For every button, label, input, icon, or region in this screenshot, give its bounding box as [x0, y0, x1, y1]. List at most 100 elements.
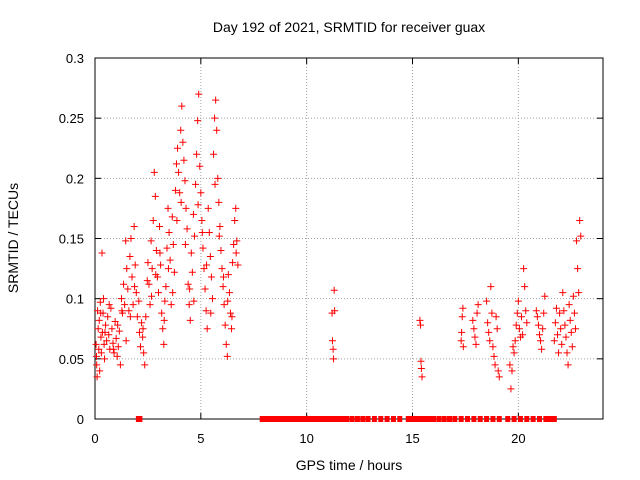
data-point — [156, 249, 164, 257]
zero-point — [505, 416, 511, 422]
data-point — [149, 216, 157, 224]
data-point — [234, 261, 242, 269]
data-point — [533, 313, 541, 321]
data-point — [147, 237, 155, 245]
data-point — [469, 316, 477, 324]
data-point — [232, 204, 240, 212]
data-point — [564, 361, 572, 369]
data-point — [509, 343, 517, 351]
data-point — [157, 261, 165, 269]
data-point — [219, 283, 227, 291]
data-point — [568, 343, 576, 351]
plot-frame — [94, 57, 604, 420]
zero-point — [327, 416, 333, 422]
data-point — [510, 349, 518, 357]
data-point — [113, 352, 121, 360]
data-point — [202, 307, 210, 315]
zero-point — [331, 416, 337, 422]
data-point — [229, 259, 237, 267]
zero-point — [295, 416, 301, 422]
data-point — [550, 337, 558, 345]
data-point — [511, 337, 519, 345]
data-point — [172, 160, 180, 168]
data-point — [491, 361, 499, 369]
zero-point — [285, 416, 291, 422]
zero-point — [511, 416, 517, 422]
data-point — [148, 292, 156, 300]
data-point — [197, 189, 205, 197]
data-point — [124, 285, 132, 293]
data-point — [555, 349, 563, 357]
data-point — [125, 307, 133, 315]
zero-point — [278, 416, 284, 422]
data-point — [109, 339, 117, 347]
data-point — [565, 301, 573, 309]
data-point — [330, 286, 338, 294]
data-point — [133, 313, 141, 321]
data-point — [222, 340, 230, 348]
data-point — [145, 280, 153, 288]
data-point — [123, 265, 131, 273]
zero-point — [484, 416, 490, 422]
data-point — [139, 333, 147, 341]
data-point — [171, 186, 179, 194]
data-point — [148, 265, 156, 273]
data-point — [137, 343, 145, 351]
data-point — [540, 309, 548, 317]
data-point — [471, 333, 479, 341]
data-point — [512, 321, 520, 329]
data-point — [514, 297, 522, 305]
data-point — [230, 241, 238, 249]
data-point — [551, 319, 559, 327]
data-point — [519, 331, 527, 339]
data-point — [101, 355, 109, 363]
data-point — [188, 268, 196, 276]
data-point — [328, 337, 336, 345]
data-point — [218, 265, 226, 273]
data-point — [225, 289, 233, 297]
data-point — [488, 309, 496, 317]
data-point — [127, 235, 135, 242]
data-point — [506, 361, 514, 369]
data-point — [183, 225, 191, 233]
zero-point — [431, 416, 437, 422]
zero-point — [410, 416, 415, 422]
data-point — [161, 297, 169, 305]
data-point — [575, 289, 583, 297]
data-point — [217, 247, 225, 255]
data-point — [534, 321, 542, 329]
data-point — [216, 222, 224, 230]
data-point — [199, 244, 207, 252]
data-point — [485, 328, 493, 336]
zero-point — [298, 416, 304, 422]
zero-point — [397, 416, 403, 422]
data-point — [92, 340, 100, 348]
data-point — [126, 253, 134, 261]
data-point — [574, 265, 582, 273]
data-point — [571, 325, 579, 333]
data-point — [489, 343, 497, 351]
data-point — [97, 309, 105, 317]
data-point — [417, 364, 425, 372]
data-point — [115, 327, 123, 335]
zero-point — [323, 416, 329, 422]
zero-point — [340, 416, 346, 422]
data-point — [103, 337, 111, 345]
data-point — [232, 249, 240, 257]
zero-point — [465, 416, 471, 422]
data-point — [189, 210, 197, 218]
data-point — [132, 289, 140, 297]
zero-point — [354, 416, 360, 422]
data-point — [98, 249, 106, 257]
zero-point — [314, 416, 320, 422]
data-point — [473, 309, 481, 317]
data-point — [201, 285, 209, 293]
data-point — [181, 177, 189, 185]
data-point — [577, 232, 585, 240]
data-point — [121, 301, 129, 309]
zero-point — [490, 416, 496, 422]
data-point — [492, 313, 500, 321]
data-point — [330, 355, 338, 363]
zero-point — [288, 416, 294, 422]
x-axis-label: GPS time / hours — [296, 457, 403, 473]
